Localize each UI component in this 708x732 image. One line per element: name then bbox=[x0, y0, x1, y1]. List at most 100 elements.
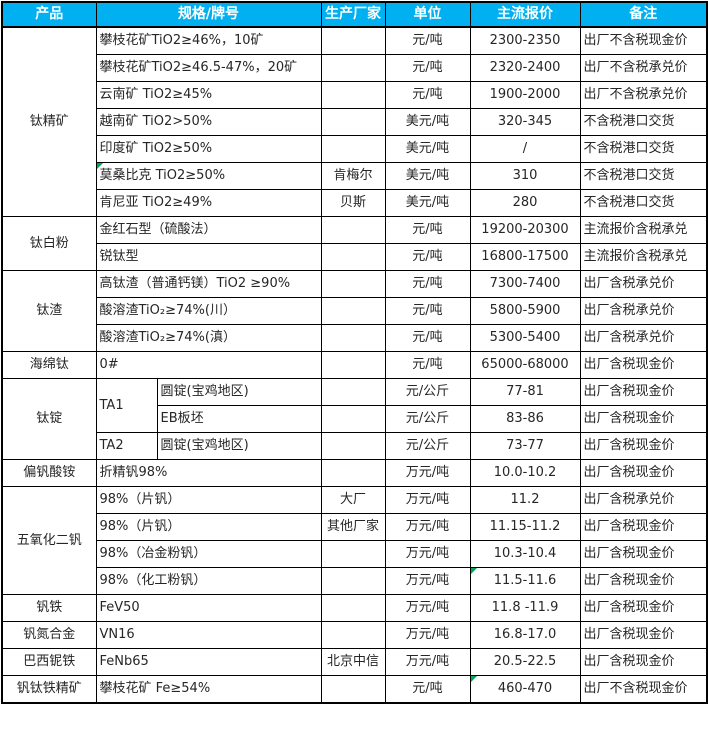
note-cell[interactable]: 不含税港口交货 bbox=[579, 189, 708, 217]
maker-cell[interactable] bbox=[320, 675, 386, 704]
unit-cell[interactable]: 美元/吨 bbox=[384, 189, 471, 217]
spec-cell[interactable]: 攀枝花矿TiO2≥46.5-47%，20矿 bbox=[95, 54, 322, 82]
maker-cell[interactable] bbox=[320, 81, 386, 109]
unit-cell[interactable]: 万元/吨 bbox=[384, 513, 471, 541]
price-cell[interactable]: 83-86 bbox=[469, 405, 581, 433]
note-cell[interactable]: 出厂含税现金价 bbox=[579, 432, 708, 460]
price-cell[interactable]: 310 bbox=[469, 162, 581, 190]
price-cell[interactable]: 16.8-17.0 bbox=[469, 621, 581, 649]
spec-cell[interactable]: 圆锭(宝鸡地区) bbox=[156, 378, 322, 406]
unit-cell[interactable]: 元/吨 bbox=[384, 675, 471, 704]
unit-cell[interactable]: 元/吨 bbox=[384, 216, 471, 244]
product-cell[interactable]: 钒铁 bbox=[1, 594, 97, 622]
price-cell[interactable]: 1900-2000 bbox=[469, 81, 581, 109]
note-cell[interactable]: 不含税港口交货 bbox=[579, 135, 708, 163]
spec-cell[interactable]: 莫桑比克 TiO2≥50% bbox=[95, 162, 322, 190]
product-cell[interactable]: 钛精矿 bbox=[1, 26, 97, 217]
unit-cell[interactable]: 元/吨 bbox=[384, 351, 471, 379]
product-cell[interactable]: 钛锭 bbox=[1, 378, 97, 460]
note-cell[interactable]: 出厂不含税现金价 bbox=[579, 675, 708, 704]
note-cell[interactable]: 出厂不含税现金价 bbox=[579, 26, 708, 55]
spec-cell[interactable]: VN16 bbox=[95, 621, 322, 649]
unit-cell[interactable]: 元/公斤 bbox=[384, 378, 471, 406]
note-cell[interactable]: 出厂含税现金价 bbox=[579, 621, 708, 649]
price-cell[interactable]: 2300-2350 bbox=[469, 26, 581, 55]
maker-cell[interactable] bbox=[320, 216, 386, 244]
unit-cell[interactable]: 元/吨 bbox=[384, 243, 471, 271]
note-cell[interactable]: 出厂含税现金价 bbox=[579, 567, 708, 595]
unit-cell[interactable]: 美元/吨 bbox=[384, 162, 471, 190]
maker-cell[interactable] bbox=[320, 378, 386, 406]
note-cell[interactable]: 出厂含税承兑价 bbox=[579, 486, 708, 514]
product-cell[interactable]: 海绵钛 bbox=[1, 351, 97, 379]
price-cell[interactable]: 11.15-11.2 bbox=[469, 513, 581, 541]
price-cell[interactable]: 7300-7400 bbox=[469, 270, 581, 298]
col-header-spec[interactable]: 规格/牌号 bbox=[95, 1, 322, 28]
unit-cell[interactable]: 元/吨 bbox=[384, 26, 471, 55]
note-cell[interactable]: 主流报价含税承兑 bbox=[579, 243, 708, 271]
note-cell[interactable]: 不含税港口交货 bbox=[579, 108, 708, 136]
spec-cell[interactable]: FeNb65 bbox=[95, 648, 322, 676]
spec-cell[interactable]: 高钛渣（普通钙镁）TiO2 ≥90% bbox=[95, 270, 322, 298]
spec-cell[interactable]: 圆锭(宝鸡地区) bbox=[156, 432, 322, 460]
spec-cell[interactable]: 云南矿 TiO2≥45% bbox=[95, 81, 322, 109]
price-cell[interactable]: 5800-5900 bbox=[469, 297, 581, 325]
maker-cell[interactable] bbox=[320, 297, 386, 325]
product-cell[interactable]: 偏钒酸铵 bbox=[1, 459, 97, 487]
price-cell[interactable]: 77-81 bbox=[469, 378, 581, 406]
grade-cell[interactable]: TA1 bbox=[95, 378, 158, 433]
grade-cell[interactable]: TA2 bbox=[95, 432, 158, 460]
price-cell[interactable]: 320-345 bbox=[469, 108, 581, 136]
spec-cell[interactable]: 肯尼亚 TiO2≥49% bbox=[95, 189, 322, 217]
col-header-maker[interactable]: 生产厂家 bbox=[320, 1, 386, 28]
maker-cell[interactable] bbox=[320, 26, 386, 55]
maker-cell[interactable] bbox=[320, 594, 386, 622]
spec-cell[interactable]: 折精钒98% bbox=[95, 459, 322, 487]
unit-cell[interactable]: 元/吨 bbox=[384, 270, 471, 298]
spec-cell[interactable]: 越南矿 TiO2>50% bbox=[95, 108, 322, 136]
spec-cell[interactable]: FeV50 bbox=[95, 594, 322, 622]
unit-cell[interactable]: 美元/吨 bbox=[384, 135, 471, 163]
price-cell[interactable]: 10.0-10.2 bbox=[469, 459, 581, 487]
spec-cell[interactable]: 锐钛型 bbox=[95, 243, 322, 271]
note-cell[interactable]: 出厂含税现金价 bbox=[579, 540, 708, 568]
note-cell[interactable]: 出厂含税现金价 bbox=[579, 594, 708, 622]
unit-cell[interactable]: 美元/吨 bbox=[384, 108, 471, 136]
maker-cell[interactable] bbox=[320, 54, 386, 82]
spec-cell[interactable]: 酸溶渣TiO₂≥74%(滇） bbox=[95, 324, 322, 352]
spec-cell[interactable]: 0# bbox=[95, 351, 322, 379]
maker-cell[interactable] bbox=[320, 270, 386, 298]
note-cell[interactable]: 出厂含税现金价 bbox=[579, 648, 708, 676]
maker-cell[interactable] bbox=[320, 324, 386, 352]
maker-cell[interactable] bbox=[320, 405, 386, 433]
maker-cell[interactable] bbox=[320, 540, 386, 568]
spec-cell[interactable]: 印度矿 TiO2≥50% bbox=[95, 135, 322, 163]
price-cell[interactable]: 280 bbox=[469, 189, 581, 217]
price-cell[interactable]: 19200-20300 bbox=[469, 216, 581, 244]
maker-cell[interactable] bbox=[320, 243, 386, 271]
maker-cell[interactable]: 其他厂家 bbox=[320, 513, 386, 541]
note-cell[interactable]: 出厂含税承兑价 bbox=[579, 270, 708, 298]
product-cell[interactable]: 五氧化二钒 bbox=[1, 486, 97, 595]
unit-cell[interactable]: 万元/吨 bbox=[384, 486, 471, 514]
product-cell[interactable]: 钛渣 bbox=[1, 270, 97, 352]
note-cell[interactable]: 主流报价含税承兑 bbox=[579, 216, 708, 244]
price-cell[interactable]: 10.3-10.4 bbox=[469, 540, 581, 568]
maker-cell[interactable]: 肯梅尔 bbox=[320, 162, 386, 190]
note-cell[interactable]: 不含税港口交货 bbox=[579, 162, 708, 190]
note-cell[interactable]: 出厂含税现金价 bbox=[579, 378, 708, 406]
spec-cell[interactable]: 98%（冶金粉钒） bbox=[95, 540, 322, 568]
note-cell[interactable]: 出厂含税现金价 bbox=[579, 513, 708, 541]
product-cell[interactable]: 钒钛铁精矿 bbox=[1, 675, 97, 704]
price-cell[interactable]: 5300-5400 bbox=[469, 324, 581, 352]
unit-cell[interactable]: 元/吨 bbox=[384, 81, 471, 109]
price-cell[interactable]: 11.5-11.6 bbox=[469, 567, 581, 595]
note-cell[interactable]: 出厂含税承兑价 bbox=[579, 297, 708, 325]
price-cell[interactable]: / bbox=[469, 135, 581, 163]
unit-cell[interactable]: 万元/吨 bbox=[384, 567, 471, 595]
maker-cell[interactable] bbox=[320, 432, 386, 460]
note-cell[interactable]: 出厂含税现金价 bbox=[579, 351, 708, 379]
product-cell[interactable]: 钛白粉 bbox=[1, 216, 97, 271]
product-cell[interactable]: 钒氮合金 bbox=[1, 621, 97, 649]
spec-cell[interactable]: 98%（片钒） bbox=[95, 486, 322, 514]
